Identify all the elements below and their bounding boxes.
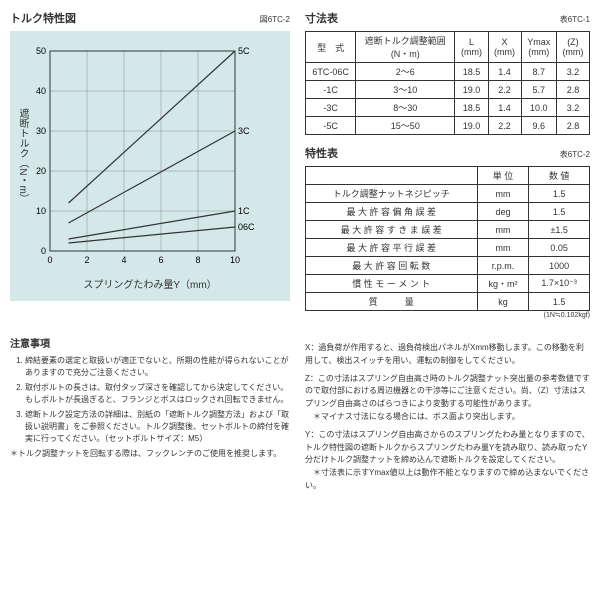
caution-item: 取付ボルトの長さは、取付タップ深さを確認してから決定してください。もしボルトが長… [25, 382, 290, 406]
svg-text:8: 8 [195, 255, 200, 265]
svg-text:6: 6 [158, 255, 163, 265]
chart-title: トルク特性図 図6TC-2 [10, 10, 290, 26]
svg-text:06C: 06C [238, 222, 255, 232]
note-X: X：過負荷が作用すると、過負荷検出パネルがXmm移動します。この移動を利用して、… [305, 342, 590, 368]
caution-item: 締結要素の選定と取扱いが適正でないと、所期の性能が得られないことがありますので充… [25, 355, 290, 379]
chart-xlabel: スプリングたわみ量Y（mm） [20, 276, 280, 291]
caution-item: 遮断トルク設定方法の詳細は、別紙の「遮断トルク調整方法」および「取扱い説明書」を… [25, 409, 290, 445]
note-Y: Y：この寸法はスプリング自由高さからのスプリングたわみ量となりますので、トルク特… [305, 429, 590, 493]
svg-text:4: 4 [121, 255, 126, 265]
svg-text:1C: 1C [238, 206, 250, 216]
svg-text:0: 0 [47, 255, 52, 265]
svg-text:3C: 3C [238, 126, 250, 136]
svg-text:10: 10 [36, 206, 46, 216]
svg-text:10: 10 [230, 255, 240, 265]
cautions-title: 注意事項 [10, 337, 290, 352]
spec-table-title: 特性表 表6TC-2 [305, 145, 590, 161]
spec-table: 単 位数 値トルク調整ナットネジピッチmm1.5最 大 許 容 偏 角 誤 差d… [305, 166, 590, 311]
svg-text:40: 40 [36, 86, 46, 96]
spec-footnote: (1N≒0.102kgf) [305, 311, 590, 319]
svg-text:20: 20 [36, 166, 46, 176]
dim-table-title: 寸法表 表6TC-1 [305, 10, 590, 26]
dimension-table: 型 式遮断トルク調整範囲(N・m)L(mm)X(mm)Ymax(mm)(Z)(m… [305, 31, 590, 135]
svg-text:5C: 5C [238, 46, 250, 56]
chart-container: 遮断トルク（N・m） 0 2 4 6 8 10 0 10 20 30 40 50 5C 3C 1C 06C ス… [10, 31, 290, 301]
right-notes: X：過負荷が作用すると、過負荷検出パネルがXmm移動します。この移動を利用して、… [305, 337, 590, 498]
svg-text:50: 50 [36, 46, 46, 56]
svg-text:2: 2 [84, 255, 89, 265]
cautions-list: 締結要素の選定と取扱いが適正でないと、所期の性能が得られないことがありますので充… [10, 355, 290, 445]
cautions-asterisk: ＊トルク調整ナットを回転する際は、フックレンチのご使用を推奨します。 [10, 448, 290, 460]
note-Z: Z：この寸法はスプリング自由高さ時のトルク調整ナット突出量の参考数値ですので取付… [305, 373, 590, 424]
svg-text:30: 30 [36, 126, 46, 136]
svg-text:0: 0 [41, 246, 46, 256]
torque-chart: 0 2 4 6 8 10 0 10 20 30 40 50 5C 3C 1C 06C [20, 41, 260, 271]
chart-ylabel: 遮断トルク（N・m） [15, 108, 30, 204]
